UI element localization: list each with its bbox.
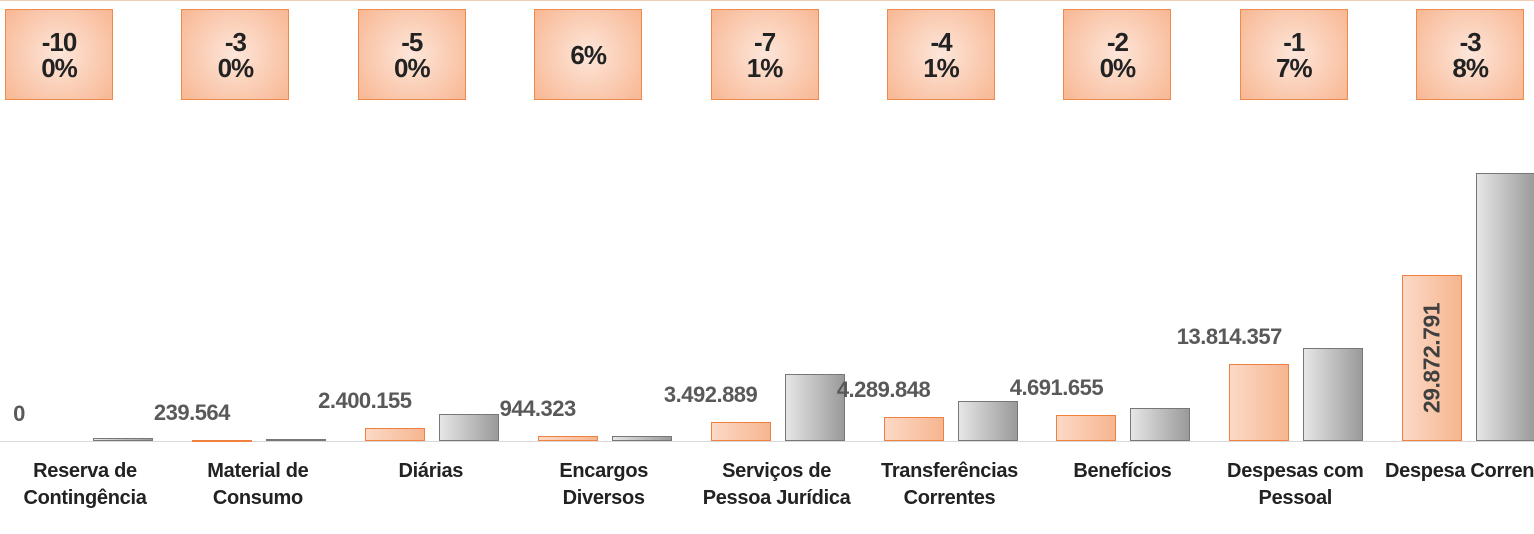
change-box: 6% [534, 9, 643, 100]
bar [1402, 274, 1463, 441]
category-label: Encargos Diversos [559, 460, 649, 509]
bar [191, 439, 252, 442]
bar [93, 438, 153, 441]
category-label: Diárias [398, 460, 464, 482]
value-label: 4.691.655 [1009, 374, 1104, 400]
bar [784, 374, 845, 441]
bar [1229, 364, 1290, 441]
bar [438, 414, 499, 441]
bar [710, 421, 771, 441]
bar [957, 400, 1018, 441]
category-label: Transferências Correntes [881, 460, 1018, 509]
value-label: 13.814.357 [1176, 324, 1283, 350]
change-box: -20% [1063, 9, 1172, 100]
bar [265, 439, 326, 442]
category-label: Material de Consumo [207, 460, 309, 509]
change-box: -50% [357, 9, 466, 100]
change-box: -30% [181, 9, 290, 100]
value-label: 4.289.848 [836, 377, 931, 403]
value-label: 944.323 [499, 395, 577, 421]
change-box: -41% [887, 9, 995, 100]
bar [537, 435, 598, 441]
value-label: 239.564 [153, 399, 231, 425]
category-label: Reserva de Contingência [23, 460, 147, 509]
change-box: -38% [1416, 9, 1525, 100]
baseline [0, 441, 1534, 442]
value-label: 29.872.791 [1418, 302, 1445, 413]
bar [1476, 173, 1534, 441]
bar [1056, 414, 1117, 441]
category-label: Despesa Corrente [1384, 460, 1534, 482]
bar [1130, 408, 1191, 441]
value-label: 3.492.889 [663, 381, 758, 407]
bar [1303, 348, 1364, 441]
change-box: -100% [5, 9, 113, 100]
change-box: -71% [710, 9, 819, 100]
category-label: Serviços de Pessoa Jurídica [702, 460, 851, 509]
value-label: 2.400.155 [318, 387, 412, 413]
bar [611, 436, 672, 441]
category-label: Benefícios [1073, 460, 1172, 482]
change-box: -17% [1239, 9, 1348, 100]
category-label: Despesas com Pessoal [1227, 460, 1364, 509]
value-label: 0 [13, 401, 25, 426]
bar [364, 427, 425, 441]
bar [883, 417, 944, 441]
